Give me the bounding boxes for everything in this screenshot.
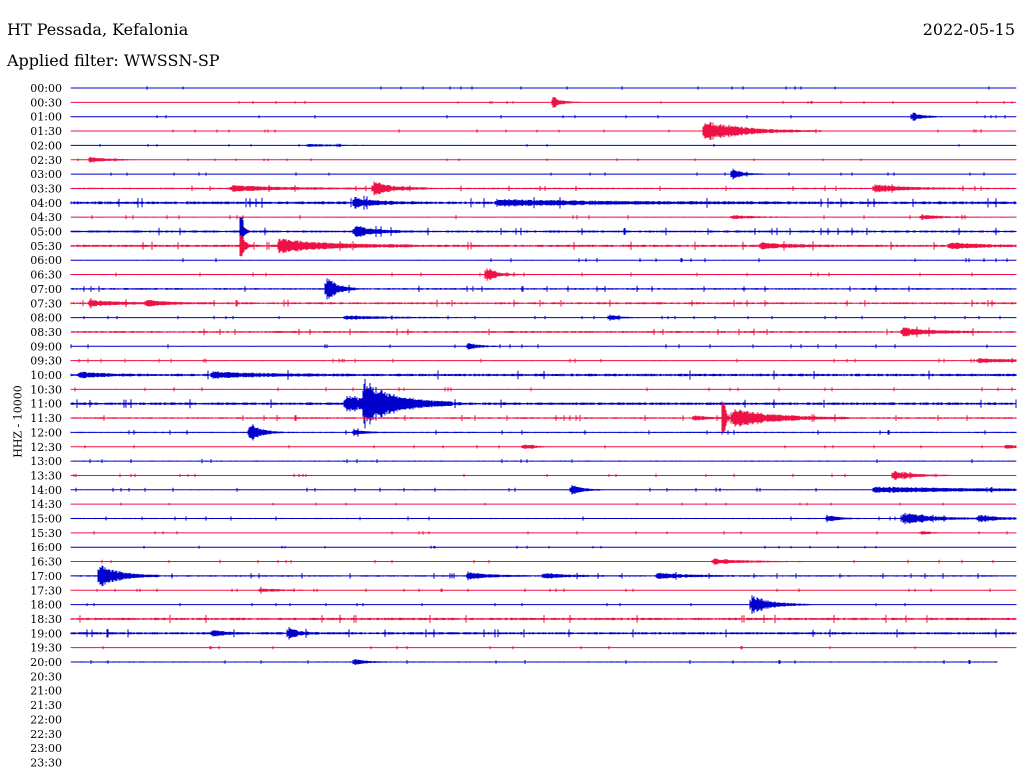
trace-line — [70, 565, 1017, 587]
trace-line — [70, 645, 1017, 650]
trace-line — [70, 424, 1017, 441]
trace-line — [70, 378, 1017, 429]
time-tick-label: 20:30 — [30, 670, 62, 683]
time-tick-label: 12:30 — [30, 441, 62, 454]
time-tick-label: 05:30 — [30, 240, 62, 253]
trace-line — [70, 168, 1017, 180]
time-tick-label: 03:30 — [30, 182, 62, 195]
time-tick-label: 19:30 — [30, 642, 62, 655]
time-tick-label: 14:00 — [30, 484, 62, 497]
station-title: HT Pessada, Kefalonia — [7, 20, 189, 39]
time-tick-label: 04:00 — [30, 197, 62, 210]
time-tick-label: 09:30 — [30, 355, 62, 368]
time-tick-label: 15:30 — [30, 527, 62, 540]
time-tick-label: 05:00 — [30, 226, 62, 239]
time-tick-label: 00:30 — [30, 96, 62, 109]
trace-line — [70, 545, 1017, 549]
time-tick-label: 17:30 — [30, 584, 62, 597]
trace-line — [70, 122, 1017, 140]
time-tick-label: 20:00 — [30, 656, 62, 669]
time-tick-label: 12:00 — [30, 426, 62, 439]
trace-line — [70, 217, 1017, 246]
time-tick-label: 16:30 — [30, 556, 62, 569]
time-tick-label: 23:30 — [30, 756, 62, 769]
time-tick-label: 19:00 — [30, 627, 62, 640]
time-tick-label: 16:00 — [30, 541, 62, 554]
trace-line — [70, 326, 1017, 338]
time-tick-label: 22:30 — [30, 728, 62, 741]
trace-line — [70, 298, 1017, 309]
time-tick-label: 17:00 — [30, 570, 62, 583]
time-tick-label: 23:00 — [30, 742, 62, 755]
trace-line — [70, 586, 1017, 594]
trace-line — [70, 268, 1017, 281]
trace-line — [70, 512, 1017, 525]
trace-line — [70, 659, 998, 665]
time-tick-label: 07:00 — [30, 283, 62, 296]
time-tick-label: 15:00 — [30, 513, 62, 526]
trace-line — [70, 531, 1017, 535]
trace-line — [70, 86, 1017, 90]
trace-line — [70, 112, 1017, 121]
time-tick-label: 03:00 — [30, 168, 62, 181]
trace-line — [70, 614, 1017, 624]
time-tick-label: 01:00 — [30, 111, 62, 124]
trace-line — [70, 471, 1017, 480]
time-tick-label: 21:00 — [30, 685, 62, 698]
time-tick-label: 10:30 — [30, 383, 62, 396]
trace-line — [70, 370, 1017, 380]
time-tick-label: 10:00 — [30, 369, 62, 382]
time-tick-label: 06:30 — [30, 269, 62, 282]
trace-line — [70, 387, 1017, 392]
time-tick-label: 22:00 — [30, 713, 62, 726]
trace-line — [70, 459, 1017, 464]
time-tick-label: 09:00 — [30, 340, 62, 353]
trace-line — [70, 156, 1017, 163]
trace-line — [70, 314, 1017, 321]
trace-line — [70, 485, 1017, 495]
trace-line — [70, 627, 1017, 640]
time-tick-label: 08:00 — [30, 312, 62, 325]
record-date: 2022-05-15 — [922, 20, 1015, 39]
time-tick-label: 13:30 — [30, 469, 62, 482]
time-tick-label: 11:30 — [30, 412, 62, 425]
trace-line — [70, 502, 1017, 506]
filter-label: Applied filter: WWSSN-SP — [7, 51, 220, 70]
time-tick-label: 00:00 — [30, 82, 62, 95]
trace-line — [70, 181, 1017, 196]
time-tick-label: 08:30 — [30, 326, 62, 339]
trace-line — [70, 143, 1017, 148]
trace-line — [70, 595, 1017, 614]
trace-line — [70, 97, 1017, 108]
time-tick-label: 13:00 — [30, 455, 62, 468]
time-tick-label: 06:00 — [30, 254, 62, 267]
trace-line — [70, 258, 1017, 263]
trace-line — [70, 444, 1017, 449]
time-tick-label: 02:00 — [30, 139, 62, 152]
trace-line — [70, 195, 1017, 210]
trace-line — [70, 358, 1017, 364]
time-tick-label: 11:00 — [30, 398, 62, 411]
time-tick-label: 01:30 — [30, 125, 62, 138]
trace-line — [70, 558, 1017, 565]
trace-line — [70, 235, 1017, 257]
time-tick-label: 21:30 — [30, 699, 62, 712]
trace-line — [70, 214, 1017, 221]
time-tick-label: 14:30 — [30, 498, 62, 511]
time-tick-label: 18:00 — [30, 599, 62, 612]
time-tick-label: 18:30 — [30, 613, 62, 626]
trace-line — [70, 343, 1017, 350]
time-tick-label: 02:30 — [30, 154, 62, 167]
trace-line — [70, 401, 1017, 435]
trace-line — [70, 278, 1017, 300]
time-tick-label: 07:30 — [30, 297, 62, 310]
time-tick-label: 04:30 — [30, 211, 62, 224]
